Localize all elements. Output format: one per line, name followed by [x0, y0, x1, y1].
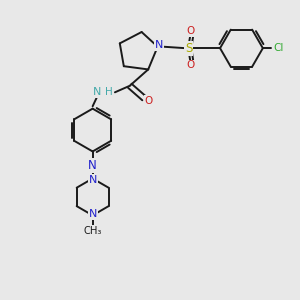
Text: N: N	[88, 159, 97, 172]
Text: CH₃: CH₃	[83, 226, 102, 236]
Text: N: N	[93, 87, 101, 97]
Text: N: N	[88, 209, 97, 219]
Text: O: O	[144, 96, 153, 106]
Text: O: O	[186, 26, 194, 36]
Text: S: S	[185, 42, 193, 55]
Text: N: N	[155, 40, 163, 50]
Text: H: H	[104, 87, 112, 97]
Text: O: O	[186, 60, 194, 70]
Text: Cl: Cl	[273, 43, 284, 53]
Text: N: N	[88, 175, 97, 185]
